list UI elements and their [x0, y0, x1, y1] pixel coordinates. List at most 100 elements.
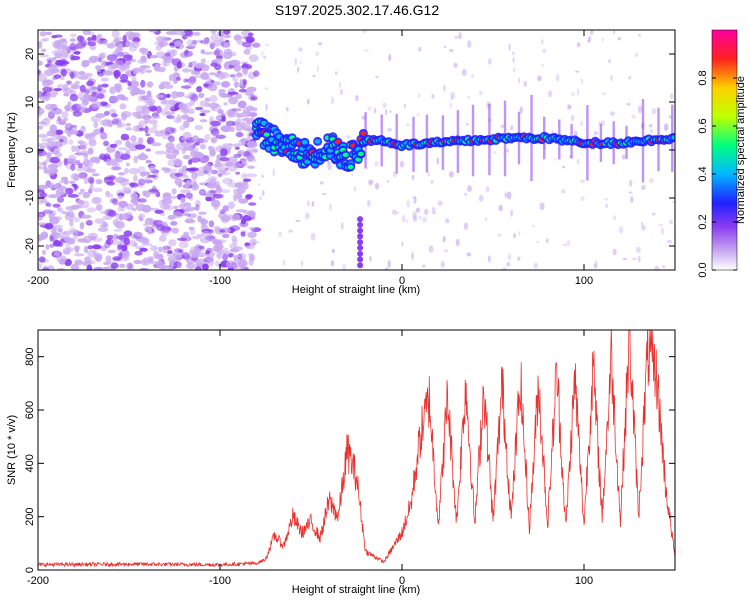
x-tick-label: -100	[209, 275, 231, 287]
spectrogram-faint-cell	[297, 66, 300, 74]
spectrogram-x-ticks: -200 -100 0 100	[27, 30, 593, 287]
spectrogram-faint-cell	[641, 221, 644, 227]
spectrogram-noise-cell	[88, 32, 95, 36]
spectrogram-noise-cell	[91, 196, 102, 204]
spectrogram-noise-cell	[160, 204, 171, 210]
spectrogram-noise-cell	[137, 198, 147, 203]
spectrogram-noise-cell	[124, 41, 135, 47]
spectrogram-noise-cell	[194, 124, 203, 131]
spectrogram-noise-cell	[235, 93, 242, 100]
spectrogram-noise-cell	[161, 198, 173, 205]
spectrogram-noise-cell	[165, 93, 171, 98]
y-tick-label: 20	[24, 48, 36, 60]
spectrogram-noise-cell	[164, 126, 175, 135]
spectrogram-faint-cell	[641, 184, 646, 191]
spectrogram-faint-cell	[649, 123, 653, 128]
spectrogram-noise-cell	[214, 63, 222, 71]
spectrogram-noise-cell	[111, 30, 120, 38]
spectrogram-faint-cell	[467, 95, 470, 99]
spectrogram-noise-cell	[107, 249, 116, 254]
spectrogram-noise-cell	[162, 84, 174, 89]
spectrogram-noise-cell	[186, 262, 196, 269]
spectrogram-noise-cell	[73, 245, 81, 251]
spectrogram-faint-cell	[421, 264, 426, 268]
spectrogram-noise-cell	[138, 120, 147, 126]
spectrogram-noise-cell	[54, 129, 64, 135]
spectrogram-noise-cell	[192, 135, 199, 143]
spectrogram-faint-cell	[412, 195, 417, 199]
spectrogram-faint-cell	[322, 193, 327, 196]
spectrogram-noise-cell	[205, 163, 212, 171]
spectrogram-faint-cell	[443, 45, 447, 49]
spectrogram-faint-cell	[541, 38, 544, 45]
spectrogram-faint-cell	[403, 103, 407, 109]
spectrogram-noise-cell	[67, 210, 75, 218]
spectrogram-noise-cell	[57, 241, 64, 247]
spectrogram-noise-cell	[69, 54, 75, 61]
spectrogram-noise-cell	[63, 236, 71, 243]
spectrogram-noise-cell	[247, 32, 254, 37]
spectrogram-faint-cell	[651, 212, 656, 216]
spectrogram-noise-cell	[67, 194, 79, 198]
spectrogram-noise-cell	[196, 86, 203, 93]
spectrogram-faint-cell	[590, 30, 594, 35]
spectrogram-noise-cell	[73, 173, 79, 182]
spectrogram-noise-cell	[38, 69, 41, 75]
spectrogram-noise-cell	[87, 176, 95, 184]
spectrogram-noise-cell	[130, 193, 138, 200]
spectrogram-faint-cell	[668, 219, 674, 225]
spectrogram-faint-cell	[319, 181, 324, 185]
spectrogram-noise-cell	[54, 53, 62, 59]
spectrogram-noise-cell	[208, 72, 217, 76]
spectrogram-noise-cell	[141, 204, 152, 213]
spectrogram-noise-cell	[87, 41, 97, 47]
spectrogram-faint-cell	[367, 199, 371, 207]
spectrogram-noise-cell	[173, 158, 181, 165]
spectrogram-noise-cell	[216, 239, 227, 244]
spectrogram-noise-cell	[87, 245, 94, 250]
spectrogram-noise-cell	[211, 169, 219, 175]
spectrogram-noise-cell	[57, 116, 62, 122]
spectrogram-noise-cell	[107, 210, 117, 217]
spectrogram-noise-cell	[223, 30, 231, 35]
spectrogram-faint-cell	[517, 256, 521, 261]
spectrogram-noise-cell	[183, 120, 190, 129]
spectrogram-noise-cell	[126, 203, 134, 210]
spectrogram-noise-cell	[168, 74, 174, 82]
spectrogram-noise-cell	[243, 178, 252, 182]
spectrogram-noise-cell	[84, 150, 89, 157]
spectrogram-noise-cell	[209, 40, 216, 49]
spectrogram-noise-cell	[38, 184, 48, 190]
x-tick-label: -200	[27, 275, 49, 287]
spectrogram-faint-cell	[594, 259, 598, 268]
spectrogram-noise-cell	[222, 253, 229, 261]
spectrogram-faint-cell	[638, 255, 641, 263]
spectrogram-noise-cell	[169, 259, 175, 265]
spectrogram-noise-cell	[114, 139, 123, 145]
spectrogram-faint-cell	[367, 106, 372, 111]
snr-x-axis-title: Height of straight line (km)	[292, 584, 420, 596]
spectrogram-faint-cell	[493, 151, 497, 155]
spectrogram-faint-cell	[658, 224, 663, 227]
spectrogram-faint-cell	[401, 215, 406, 223]
spectrogram-noise-cell	[103, 110, 110, 116]
spectrogram-faint-cell	[617, 37, 622, 41]
spectrogram-noise-cell	[77, 163, 83, 169]
spectrogram-faint-cell	[418, 215, 422, 220]
spectrogram-noise-cell	[61, 111, 69, 119]
spectrogram-noise-cell	[120, 133, 130, 141]
spectrogram-noise-cell	[231, 108, 242, 112]
spectrogram-noise-cell	[38, 90, 42, 98]
spectrogram-noise-cell	[138, 178, 146, 186]
spectrogram-faint-cell	[387, 260, 391, 268]
spectrogram-noise-cell	[60, 50, 69, 58]
spectrogram-noise-cell	[145, 69, 152, 73]
spectrogram-noise-cell	[178, 240, 189, 249]
spectrogram-noise-cell	[134, 144, 146, 150]
spectrogram-noise-cell	[95, 65, 102, 72]
spectrogram-noise-cell	[76, 199, 85, 205]
spectrogram-noise-cell	[120, 73, 129, 82]
spectrogram-faint-cell	[631, 114, 636, 119]
spectrogram-noise-cell	[191, 39, 198, 45]
spectrogram-noise-cell	[187, 141, 195, 150]
